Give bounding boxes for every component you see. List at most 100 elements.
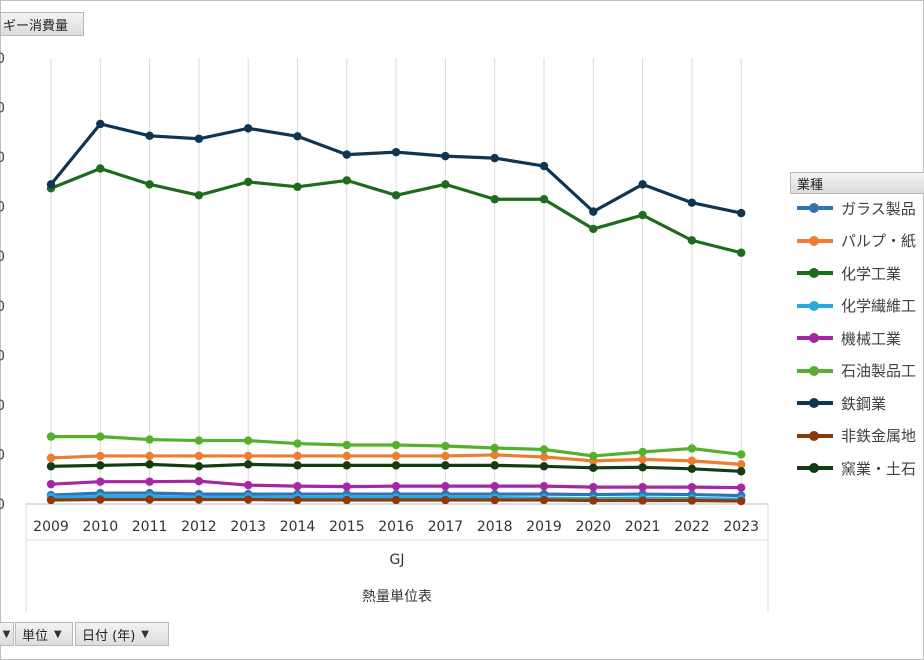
legend-label: 化学繊維工 [841,297,917,315]
data-point [638,482,647,492]
y-tick-label: 0 [0,398,5,414]
legend-marker-icon [795,296,835,316]
data-point [638,455,647,464]
data-point [737,450,746,459]
legend-item[interactable]: 化学繊維工 [795,296,916,316]
data-point [441,451,450,461]
chevron-down-icon: ▼ [54,628,62,640]
x-tick-label: 2017 [428,519,464,535]
legend-label: 化学工業 [841,264,902,283]
data-point [391,461,401,470]
legend-marker-icon [795,231,835,251]
legend-label: パルプ・紙 [841,232,917,250]
data-point [589,482,598,492]
legend-title: 業種 [797,177,824,193]
data-point [46,180,56,189]
data-point [539,481,549,491]
y-tick-label: 0 [0,447,5,463]
data-point [194,451,204,461]
legend-marker-icon [795,361,835,381]
data-point [589,463,598,473]
data-point [687,456,697,466]
data-point [539,161,549,171]
x-tick-label: 2016 [378,519,414,535]
legend-item[interactable]: ガラス製品 [795,198,916,218]
data-point [638,496,647,505]
data-point [145,495,154,504]
y-tick-label: 0 [0,249,5,265]
data-point [194,495,204,504]
legend-item[interactable]: 鉄鋼業 [795,393,886,413]
data-point [145,435,154,444]
chevron-down-icon: ▼ [141,628,149,640]
data-point [490,153,499,163]
legend-label: 非鉄金属地 [841,427,917,445]
legend-item[interactable]: 機械工業 [795,328,901,348]
data-point [194,134,204,143]
data-point [96,164,105,173]
data-point [441,495,450,505]
data-point [46,453,56,463]
data-point [539,462,549,471]
series-field-label: ギー消費量 [3,18,69,34]
legend-item[interactable]: パルプ・紙 [795,231,916,251]
x-tick-label: 2020 [575,519,611,535]
data-point [539,495,549,505]
data-point [441,180,450,189]
data-point [194,191,204,200]
chevron-down-icon: ▼ [2,628,11,640]
legend-item[interactable]: 石油製品工 [795,361,916,381]
x-outer-label: 熱量単位表 [362,589,432,605]
legend-marker-icon [795,328,835,348]
data-point [342,461,351,470]
data-point [737,208,746,218]
data-point [145,451,154,461]
y-tick-label: 0 [0,51,5,67]
x-tick-label: 2011 [132,519,168,535]
data-point [145,477,154,486]
data-point [342,176,351,185]
legend-label: 機械工業 [841,329,902,348]
data-point [441,481,450,491]
legend-marker-icon [795,198,835,218]
data-point [687,236,697,245]
data-point [638,210,647,220]
x-tick-label: 2015 [329,519,365,535]
legend-marker-icon [795,263,835,283]
legend-item[interactable]: 非鉄金属地 [795,426,916,446]
data-point [441,151,450,161]
data-point [96,461,105,470]
x-tick-label: 2014 [280,519,316,535]
data-point [293,481,302,491]
legend-marker-icon [795,458,835,478]
legend-label: 鉄鋼業 [841,394,887,413]
data-point [391,451,401,461]
y-tick-label: 0 [0,101,5,117]
data-point [342,150,351,159]
y-tick-label: 0 [0,150,5,166]
data-point [539,452,549,462]
data-point [46,432,56,441]
data-point [145,131,154,141]
data-point [441,461,450,470]
series-field-button[interactable]: ギー消費量 [0,12,84,36]
data-point [737,467,746,476]
legend-label: 窯業・土石 [841,459,917,478]
data-point [244,124,253,133]
data-point [244,495,253,504]
data-point [194,462,204,471]
unit-field-button[interactable]: 単位 ▼ [15,622,73,646]
data-point [342,440,351,450]
data-point [687,482,697,492]
legend-field-button[interactable]: 業種 [790,172,924,194]
legend-item[interactable]: 化学工業 [795,263,901,283]
legend-label: 石油製品工 [841,362,917,380]
year-field-button[interactable]: 日付 (年) ▼ [75,622,169,646]
legend-item[interactable]: 窯業・土石 [795,458,916,478]
data-point [441,441,450,451]
data-point [391,481,401,491]
data-point [293,461,302,470]
x-tick-label: 2023 [723,519,759,535]
data-point [589,224,598,234]
left-field-dropdown[interactable]: ▼ [0,622,14,646]
